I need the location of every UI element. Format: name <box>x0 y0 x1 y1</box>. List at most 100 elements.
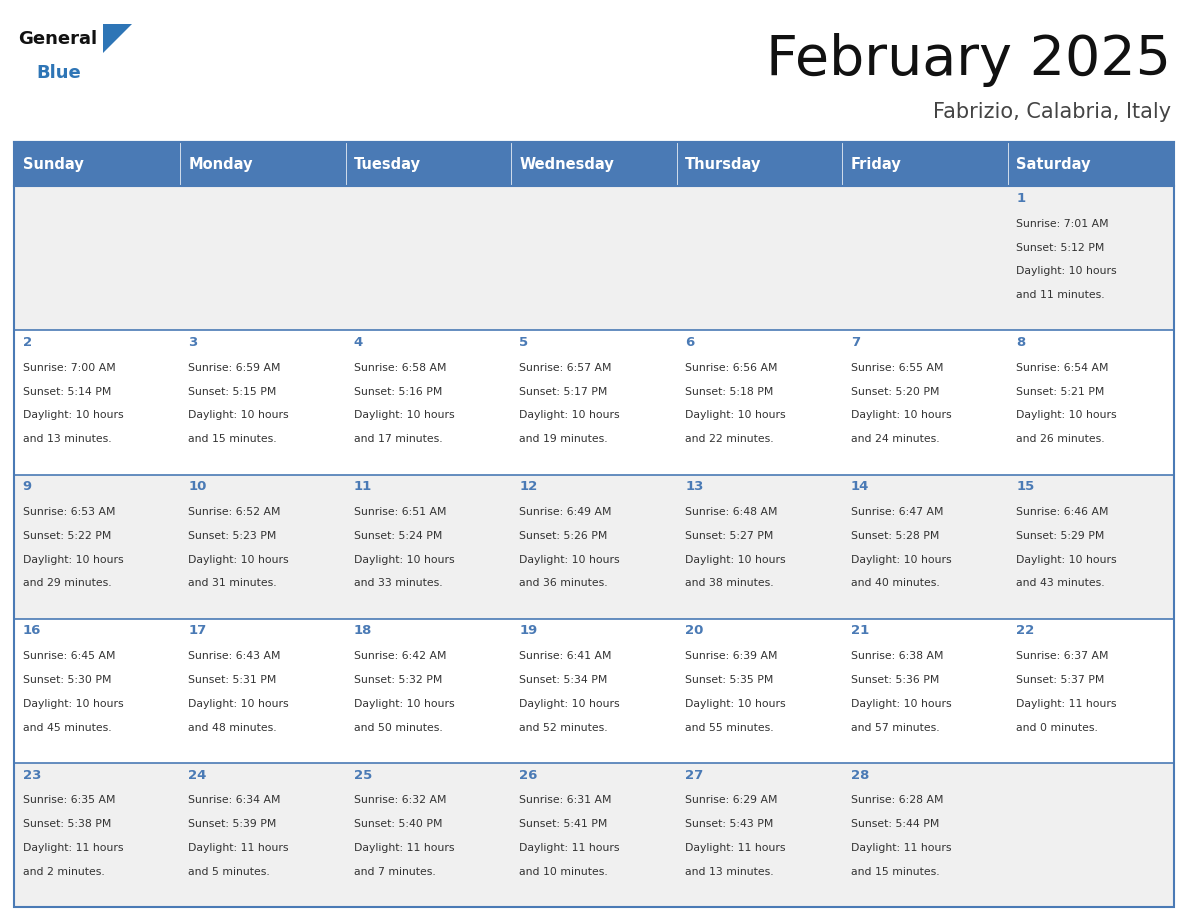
Bar <box>179 330 346 475</box>
Text: Friday: Friday <box>851 157 902 172</box>
Text: Sunrise: 6:47 AM: Sunrise: 6:47 AM <box>851 507 943 517</box>
Text: Blue: Blue <box>37 64 82 83</box>
Text: Sunset: 5:38 PM: Sunset: 5:38 PM <box>23 819 110 829</box>
Text: Sunrise: 6:53 AM: Sunrise: 6:53 AM <box>23 507 115 517</box>
Text: and 17 minutes.: and 17 minutes. <box>354 434 442 444</box>
Bar <box>511 763 677 907</box>
Text: Sunrise: 6:55 AM: Sunrise: 6:55 AM <box>851 363 943 373</box>
Text: and 15 minutes.: and 15 minutes. <box>188 434 277 444</box>
Text: 12: 12 <box>519 480 538 493</box>
Bar <box>179 186 346 330</box>
Text: and 24 minutes.: and 24 minutes. <box>851 434 940 444</box>
Bar <box>346 186 511 330</box>
Text: Sunset: 5:12 PM: Sunset: 5:12 PM <box>1017 242 1105 252</box>
Text: Daylight: 11 hours: Daylight: 11 hours <box>851 843 952 853</box>
Text: and 33 minutes.: and 33 minutes. <box>354 578 442 588</box>
Text: and 0 minutes.: and 0 minutes. <box>1017 722 1098 733</box>
Text: Daylight: 10 hours: Daylight: 10 hours <box>188 554 289 565</box>
Text: 18: 18 <box>354 624 372 637</box>
Text: Sunrise: 6:35 AM: Sunrise: 6:35 AM <box>23 795 115 805</box>
Bar <box>14 475 179 619</box>
Text: Sunrise: 6:54 AM: Sunrise: 6:54 AM <box>1017 363 1108 373</box>
Text: 21: 21 <box>851 624 868 637</box>
Text: Daylight: 11 hours: Daylight: 11 hours <box>1017 699 1117 709</box>
Text: Daylight: 10 hours: Daylight: 10 hours <box>851 410 952 420</box>
Text: Sunset: 5:17 PM: Sunset: 5:17 PM <box>519 386 608 397</box>
Text: Daylight: 10 hours: Daylight: 10 hours <box>188 699 289 709</box>
Text: and 15 minutes.: and 15 minutes. <box>851 867 940 877</box>
Text: Sunset: 5:20 PM: Sunset: 5:20 PM <box>851 386 940 397</box>
Text: Sunset: 5:29 PM: Sunset: 5:29 PM <box>1017 531 1105 541</box>
Text: February 2025: February 2025 <box>766 33 1171 86</box>
Bar <box>14 186 179 330</box>
Bar <box>677 619 842 763</box>
Text: Sunset: 5:41 PM: Sunset: 5:41 PM <box>519 819 608 829</box>
Bar <box>511 186 677 330</box>
Bar <box>511 330 677 475</box>
Text: Sunrise: 6:39 AM: Sunrise: 6:39 AM <box>685 651 778 661</box>
Text: Sunrise: 6:29 AM: Sunrise: 6:29 AM <box>685 795 778 805</box>
Text: Sunset: 5:30 PM: Sunset: 5:30 PM <box>23 675 110 685</box>
Bar <box>346 475 511 619</box>
Text: and 26 minutes.: and 26 minutes. <box>1017 434 1105 444</box>
Text: 6: 6 <box>685 336 694 349</box>
Text: Sunrise: 6:58 AM: Sunrise: 6:58 AM <box>354 363 447 373</box>
Text: and 45 minutes.: and 45 minutes. <box>23 722 112 733</box>
Bar <box>677 186 842 330</box>
Text: 10: 10 <box>188 480 207 493</box>
Text: Sunrise: 6:31 AM: Sunrise: 6:31 AM <box>519 795 612 805</box>
Text: Fabrizio, Calabria, Italy: Fabrizio, Calabria, Italy <box>934 102 1171 122</box>
Text: Sunset: 5:23 PM: Sunset: 5:23 PM <box>188 531 277 541</box>
Bar <box>842 619 1009 763</box>
Text: Sunset: 5:14 PM: Sunset: 5:14 PM <box>23 386 110 397</box>
Text: 2: 2 <box>23 336 32 349</box>
Text: Sunrise: 6:28 AM: Sunrise: 6:28 AM <box>851 795 943 805</box>
Text: Sunset: 5:28 PM: Sunset: 5:28 PM <box>851 531 940 541</box>
Text: 3: 3 <box>188 336 197 349</box>
Text: Sunrise: 6:56 AM: Sunrise: 6:56 AM <box>685 363 778 373</box>
Text: and 48 minutes.: and 48 minutes. <box>188 722 277 733</box>
Text: and 40 minutes.: and 40 minutes. <box>851 578 940 588</box>
Bar <box>1009 619 1174 763</box>
Text: Sunset: 5:35 PM: Sunset: 5:35 PM <box>685 675 773 685</box>
Text: Sunset: 5:44 PM: Sunset: 5:44 PM <box>851 819 940 829</box>
Text: Sunset: 5:27 PM: Sunset: 5:27 PM <box>685 531 773 541</box>
Bar <box>842 142 1009 186</box>
Text: Sunrise: 6:46 AM: Sunrise: 6:46 AM <box>1017 507 1108 517</box>
Text: and 50 minutes.: and 50 minutes. <box>354 722 443 733</box>
Bar <box>14 763 179 907</box>
Text: 14: 14 <box>851 480 870 493</box>
Bar <box>677 142 842 186</box>
Text: 19: 19 <box>519 624 538 637</box>
Text: 25: 25 <box>354 768 372 781</box>
Bar <box>1009 186 1174 330</box>
Text: and 10 minutes.: and 10 minutes. <box>519 867 608 877</box>
Bar <box>14 619 179 763</box>
Text: Sunrise: 7:00 AM: Sunrise: 7:00 AM <box>23 363 115 373</box>
Bar <box>179 142 346 186</box>
Text: Sunday: Sunday <box>23 157 83 172</box>
Text: Sunrise: 6:49 AM: Sunrise: 6:49 AM <box>519 507 612 517</box>
Text: Sunrise: 6:37 AM: Sunrise: 6:37 AM <box>1017 651 1108 661</box>
Text: and 31 minutes.: and 31 minutes. <box>188 578 277 588</box>
Text: Sunset: 5:36 PM: Sunset: 5:36 PM <box>851 675 940 685</box>
Text: Daylight: 10 hours: Daylight: 10 hours <box>685 554 785 565</box>
Bar <box>14 142 179 186</box>
Text: Daylight: 10 hours: Daylight: 10 hours <box>519 554 620 565</box>
Text: Daylight: 11 hours: Daylight: 11 hours <box>685 843 785 853</box>
Text: Daylight: 10 hours: Daylight: 10 hours <box>519 410 620 420</box>
Text: Daylight: 10 hours: Daylight: 10 hours <box>519 699 620 709</box>
Text: 13: 13 <box>685 480 703 493</box>
Text: General: General <box>18 29 97 48</box>
Text: Daylight: 10 hours: Daylight: 10 hours <box>1017 410 1117 420</box>
Text: Sunrise: 6:57 AM: Sunrise: 6:57 AM <box>519 363 612 373</box>
Bar <box>346 330 511 475</box>
Text: 11: 11 <box>354 480 372 493</box>
Text: and 11 minutes.: and 11 minutes. <box>1017 290 1105 300</box>
Text: and 36 minutes.: and 36 minutes. <box>519 578 608 588</box>
Bar <box>842 330 1009 475</box>
Bar <box>179 475 346 619</box>
Bar <box>1009 142 1174 186</box>
Text: 5: 5 <box>519 336 529 349</box>
Bar <box>179 619 346 763</box>
